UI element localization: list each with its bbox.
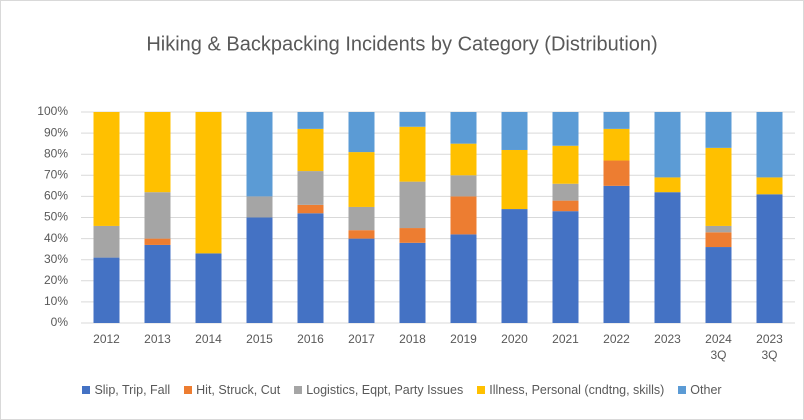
- bar-segment: [195, 112, 222, 254]
- y-tick-label: 50%: [44, 210, 68, 224]
- legend-label: Hit, Struck, Cut: [196, 383, 281, 397]
- bar-segment: [603, 160, 630, 186]
- bar-segment: [705, 247, 732, 323]
- x-tick-label: 2017: [348, 332, 375, 346]
- bar-segment: [144, 112, 171, 193]
- y-tick-label: 20%: [44, 273, 68, 287]
- bar-segment: [399, 228, 426, 243]
- bar-segment: [501, 149, 528, 210]
- legend-label: Logistics, Eqpt, Party Issues: [306, 383, 464, 397]
- bar-segment: [654, 192, 681, 323]
- x-tick-label: 2019: [450, 332, 477, 346]
- bar-segment: [246, 217, 273, 323]
- x-tick-label: 2020: [501, 332, 528, 346]
- y-tick-label: 80%: [44, 146, 68, 160]
- bar-segment: [297, 112, 324, 129]
- legend: Slip, Trip, Fall Hit, Struck, Cut Logistic…: [0, 383, 804, 397]
- chart-title: Hiking & Backpacking Incidents by Catego…: [146, 33, 657, 55]
- bar-segment: [552, 112, 579, 146]
- bar-segment: [705, 232, 732, 248]
- legend-swatch: [184, 386, 193, 394]
- legend-item: Logistics, Eqpt, Party Issues: [294, 383, 463, 397]
- bar-segment: [654, 177, 681, 193]
- bar-segment: [144, 244, 171, 323]
- bar-segment: [552, 211, 579, 323]
- bar-segment: [93, 257, 120, 323]
- legend-label: Illness, Personal (cndtng, skills): [489, 383, 665, 397]
- x-tick-label: 2014: [195, 332, 222, 346]
- bar-segment: [399, 242, 426, 323]
- bar-segment: [705, 112, 732, 148]
- x-tick-label: 2018: [399, 332, 426, 346]
- y-tick-label: 0%: [51, 315, 69, 329]
- bar-segment: [297, 128, 324, 172]
- bar-segment: [552, 145, 579, 184]
- x-tick-label: 2024 3Q: [705, 332, 732, 362]
- legend-label: Other: [690, 383, 722, 397]
- bar-segment: [93, 225, 120, 258]
- bar-segment: [348, 238, 375, 323]
- bar-segment: [93, 112, 120, 226]
- x-tick-label: 2021: [552, 332, 579, 346]
- bar-segment: [246, 196, 273, 218]
- bar-segment: [552, 183, 579, 201]
- bar-segment: [756, 194, 783, 323]
- y-tick-label: 90%: [44, 125, 68, 139]
- bar-segment: [654, 112, 681, 178]
- x-tick-label: 2023 3Q: [756, 332, 783, 362]
- x-tick-label: 2023: [654, 332, 681, 346]
- bar-segment: [144, 238, 171, 245]
- legend-swatch: [477, 386, 486, 394]
- bar-segment: [603, 128, 630, 161]
- y-tick-label: 10%: [44, 294, 68, 308]
- bar-segment: [144, 192, 171, 239]
- bar-segment: [705, 147, 732, 226]
- bar-segment: [297, 204, 324, 214]
- bar-segment: [756, 177, 783, 195]
- legend-swatch: [678, 386, 687, 394]
- legend-item: Hit, Struck, Cut: [184, 383, 280, 397]
- bar-segment: [450, 175, 477, 197]
- bar-segment: [195, 253, 222, 323]
- bar-segment: [348, 230, 375, 239]
- x-tick-label: 2015: [246, 332, 273, 346]
- bar-segment: [450, 143, 477, 176]
- bar-segment: [348, 112, 375, 153]
- bar-segment: [399, 126, 426, 182]
- y-tick-label: 60%: [44, 189, 68, 203]
- y-tick-label: 40%: [44, 231, 68, 245]
- bar-segment: [450, 196, 477, 235]
- bar-segment: [603, 185, 630, 323]
- bar-segment: [450, 234, 477, 323]
- y-tick-label: 100%: [37, 104, 68, 118]
- legend-item: Illness, Personal (cndtng, skills): [477, 383, 664, 397]
- y-tick-label: 30%: [44, 252, 68, 266]
- x-tick-label: 2013: [144, 332, 171, 346]
- legend-swatch: [294, 386, 303, 394]
- bar-segment: [603, 112, 630, 129]
- y-tick-label: 70%: [44, 167, 68, 181]
- bar-segment: [297, 171, 324, 205]
- legend-item: Slip, Trip, Fall: [82, 383, 170, 397]
- x-tick-label: 2016: [297, 332, 324, 346]
- legend-swatch: [82, 386, 91, 394]
- bar-segment: [399, 112, 426, 127]
- bar-segment: [552, 200, 579, 212]
- bar-segment: [399, 181, 426, 229]
- bar-segment: [756, 112, 783, 178]
- bar-segment: [246, 112, 273, 197]
- bar-segment: [450, 112, 477, 144]
- bar-segment: [501, 112, 528, 150]
- bar-segment: [501, 209, 528, 323]
- x-tick-label: 2012: [93, 332, 120, 346]
- bar-segment: [348, 206, 375, 231]
- bar-segment: [705, 225, 732, 233]
- bar-segment: [348, 152, 375, 207]
- legend-label: Slip, Trip, Fall: [94, 383, 171, 397]
- bar-segment: [297, 213, 324, 323]
- legend-item: Other: [678, 383, 722, 397]
- x-tick-label: 2022: [603, 332, 630, 346]
